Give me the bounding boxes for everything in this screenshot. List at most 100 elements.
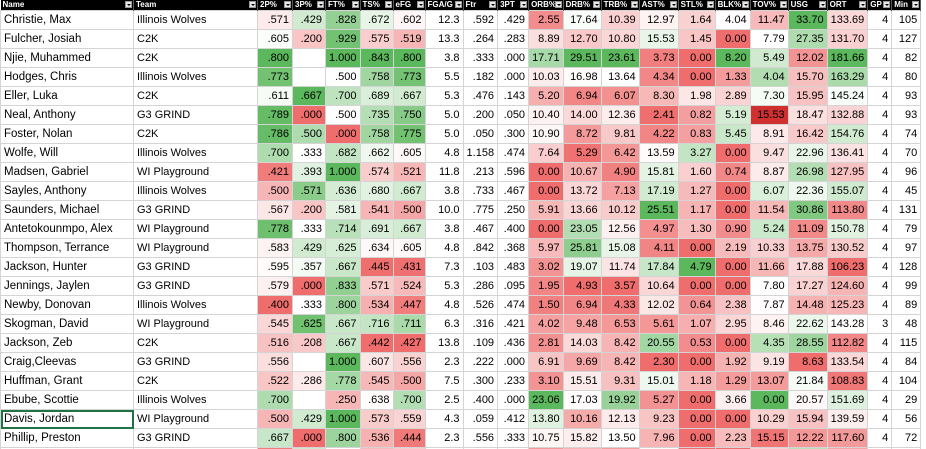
- stat-cell-2p-[interactable]: .595: [257, 257, 293, 277]
- stat-cell-3pt[interactable]: .474: [497, 143, 530, 163]
- stat-cell-stl-[interactable]: 0.83: [677, 124, 716, 144]
- stat-cell-trb-[interactable]: 7.13: [600, 181, 640, 201]
- filter-dropdown-icon[interactable]: [454, 1, 462, 8]
- stat-cell-orb-[interactable]: 5.20: [528, 86, 564, 106]
- stat-cell-ts-[interactable]: .735: [359, 105, 394, 125]
- stat-cell-2p-[interactable]: .611: [257, 86, 293, 106]
- stat-cell-3pt[interactable]: .596: [497, 162, 530, 182]
- stat-cell-min[interactable]: 115: [891, 333, 922, 353]
- stat-cell-drb-[interactable]: 23.05: [562, 219, 602, 239]
- stat-cell-efg[interactable]: .700: [392, 390, 426, 410]
- stat-cell-3p-[interactable]: .000: [292, 276, 326, 296]
- stat-cell-3pt[interactable]: .143: [497, 86, 530, 106]
- stat-cell-blk-[interactable]: 2.95: [714, 314, 751, 334]
- stat-cell-ts-[interactable]: .541: [359, 200, 394, 220]
- stat-cell-efg[interactable]: .750: [392, 105, 426, 125]
- stat-cell-stl-[interactable]: 1.45: [677, 29, 716, 49]
- stat-cell-tov-[interactable]: 9.19: [749, 352, 789, 372]
- stat-cell-blk-[interactable]: 2.89: [714, 86, 751, 106]
- stat-cell-orb-[interactable]: 10.03: [528, 67, 564, 87]
- stat-cell-tov-[interactable]: 7.87: [749, 295, 789, 315]
- stat-cell-ort[interactable]: 130.52: [826, 238, 869, 258]
- stat-cell-ft-[interactable]: .700: [325, 86, 361, 106]
- stat-cell-2p-[interactable]: .400: [257, 295, 293, 315]
- stat-cell-usg[interactable]: 17.27: [787, 276, 828, 296]
- stat-cell-efg[interactable]: .521: [392, 162, 426, 182]
- stat-cell-trb-[interactable]: 13.50: [600, 428, 640, 448]
- table-row[interactable]: Antetokounmpo, Alex WI Playground .778.333…: [0, 219, 922, 239]
- stat-cell-ort[interactable]: 113.80: [826, 200, 869, 220]
- stat-cell-ort[interactable]: 145.24: [826, 86, 869, 106]
- stat-cell-ort[interactable]: 163.29: [826, 67, 869, 87]
- stat-cell-stl-[interactable]: 0.64: [677, 295, 716, 315]
- stat-cell-min[interactable]: 93: [891, 86, 922, 106]
- stat-cell-drb-[interactable]: 25.81: [562, 238, 602, 258]
- stat-cell-ft-[interactable]: .682: [325, 143, 361, 163]
- player-name-cell[interactable]: Craig,Cleevas: [0, 352, 134, 372]
- stat-cell-ftr[interactable]: .103: [462, 257, 499, 277]
- table-row[interactable]: Fulcher, Josiah C2K .605.200.929.575.519 13…: [0, 29, 922, 49]
- stat-cell-usg[interactable]: 30.86: [787, 200, 828, 220]
- team-cell[interactable]: G3 GRIND: [133, 105, 258, 125]
- team-cell[interactable]: Illinois Wolves: [133, 181, 258, 201]
- stat-cell-tov-[interactable]: 7.79: [749, 29, 789, 49]
- stat-cell-fga-g[interactable]: 5.0: [424, 105, 464, 125]
- stat-cell-ort[interactable]: 181.66: [826, 48, 869, 68]
- stat-cell-ftr[interactable]: 1.158: [462, 143, 499, 163]
- stat-cell-ast-[interactable]: 5.27: [638, 390, 679, 410]
- table-row[interactable]: Njie, Muhammed C2K .800 1.000.843.800 3.8.33…: [0, 48, 922, 68]
- column-header-ts-[interactable]: TS%: [360, 0, 394, 11]
- stat-cell-ts-[interactable]: .689: [359, 86, 394, 106]
- stat-cell-ts-[interactable]: .607: [359, 352, 394, 372]
- stat-cell-fga-g[interactable]: 10.5: [424, 447, 464, 449]
- stat-cell-ast-[interactable]: 15.81: [638, 162, 679, 182]
- stat-cell-ast-[interactable]: 15.01: [638, 371, 679, 391]
- stat-cell-usg[interactable]: 18.47: [787, 105, 828, 125]
- stat-cell-trb-[interactable]: 8.42: [600, 333, 640, 353]
- stat-cell-drb-[interactable]: 13.72: [562, 181, 602, 201]
- player-name-cell[interactable]: Eller, Luka: [0, 86, 134, 106]
- stat-cell-trb-[interactable]: 9.31: [600, 371, 640, 391]
- stat-cell-ts-[interactable]: .680: [359, 181, 394, 201]
- stat-cell-2p-[interactable]: .800: [257, 48, 293, 68]
- stat-cell-tov-[interactable]: 15.53: [749, 105, 789, 125]
- stat-cell-usg[interactable]: 12.22: [787, 428, 828, 448]
- stat-cell-efg[interactable]: .559: [392, 409, 426, 429]
- stat-cell-3pt[interactable]: .000: [497, 352, 530, 372]
- column-header-ft-[interactable]: FT%: [325, 0, 361, 11]
- stat-cell-ts-[interactable]: .672: [359, 10, 394, 30]
- stat-cell-3p-[interactable]: [292, 48, 326, 68]
- stat-cell-trb-[interactable]: 10.80: [600, 29, 640, 49]
- stat-cell-ft-[interactable]: .778: [325, 371, 361, 391]
- stat-cell-ft-[interactable]: .250: [325, 390, 361, 410]
- table-row[interactable]: Saunders, Michael G3 GRIND .567.200.581.54…: [0, 200, 922, 220]
- team-cell[interactable]: C2K: [133, 29, 258, 49]
- team-cell[interactable]: G3 GRIND: [133, 276, 258, 296]
- table-row[interactable]: Newby, Donovan Illinois Wolves .400.333.80…: [0, 295, 922, 315]
- stat-cell-ts-[interactable]: .758: [359, 67, 394, 87]
- stat-cell-stl-[interactable]: 1.07: [677, 314, 716, 334]
- stat-cell-ftr[interactable]: .050: [462, 124, 499, 144]
- stat-cell-gp[interactable]: 4: [867, 105, 893, 125]
- stat-cell-blk-[interactable]: 0.00: [714, 276, 751, 296]
- stat-cell-gp[interactable]: 4: [867, 143, 893, 163]
- filter-dropdown-icon[interactable]: [912, 1, 920, 8]
- stat-cell-min[interactable]: 89: [891, 295, 922, 315]
- stat-cell-2p-[interactable]: .571: [257, 10, 293, 30]
- stat-cell-min[interactable]: 97: [891, 238, 922, 258]
- stat-cell-gp[interactable]: 4: [867, 86, 893, 106]
- stat-cell-ort[interactable]: 133.69: [826, 10, 869, 30]
- stat-cell-gp[interactable]: 4: [867, 181, 893, 201]
- stat-cell-efg[interactable]: .427: [392, 333, 426, 353]
- stat-cell-orb-[interactable]: 3.02: [528, 257, 564, 277]
- stat-cell-stl-[interactable]: 0.00: [677, 276, 716, 296]
- stat-cell-min[interactable]: 105: [891, 10, 922, 30]
- stat-cell-ftr[interactable]: .109: [462, 333, 499, 353]
- stat-cell-3pt[interactable]: .000: [497, 67, 530, 87]
- table-row[interactable]: Craig,Cleevas G3 GRIND .556 1.000.607.556 2.…: [0, 352, 922, 372]
- team-cell[interactable]: WI Playground: [133, 314, 258, 334]
- stat-cell-ort[interactable]: 131.70: [826, 29, 869, 49]
- stat-cell-drb-[interactable]: 19.07: [562, 257, 602, 277]
- stat-cell-blk-[interactable]: 0.00: [714, 333, 751, 353]
- player-name-cell[interactable]: Skogman, David: [0, 314, 134, 334]
